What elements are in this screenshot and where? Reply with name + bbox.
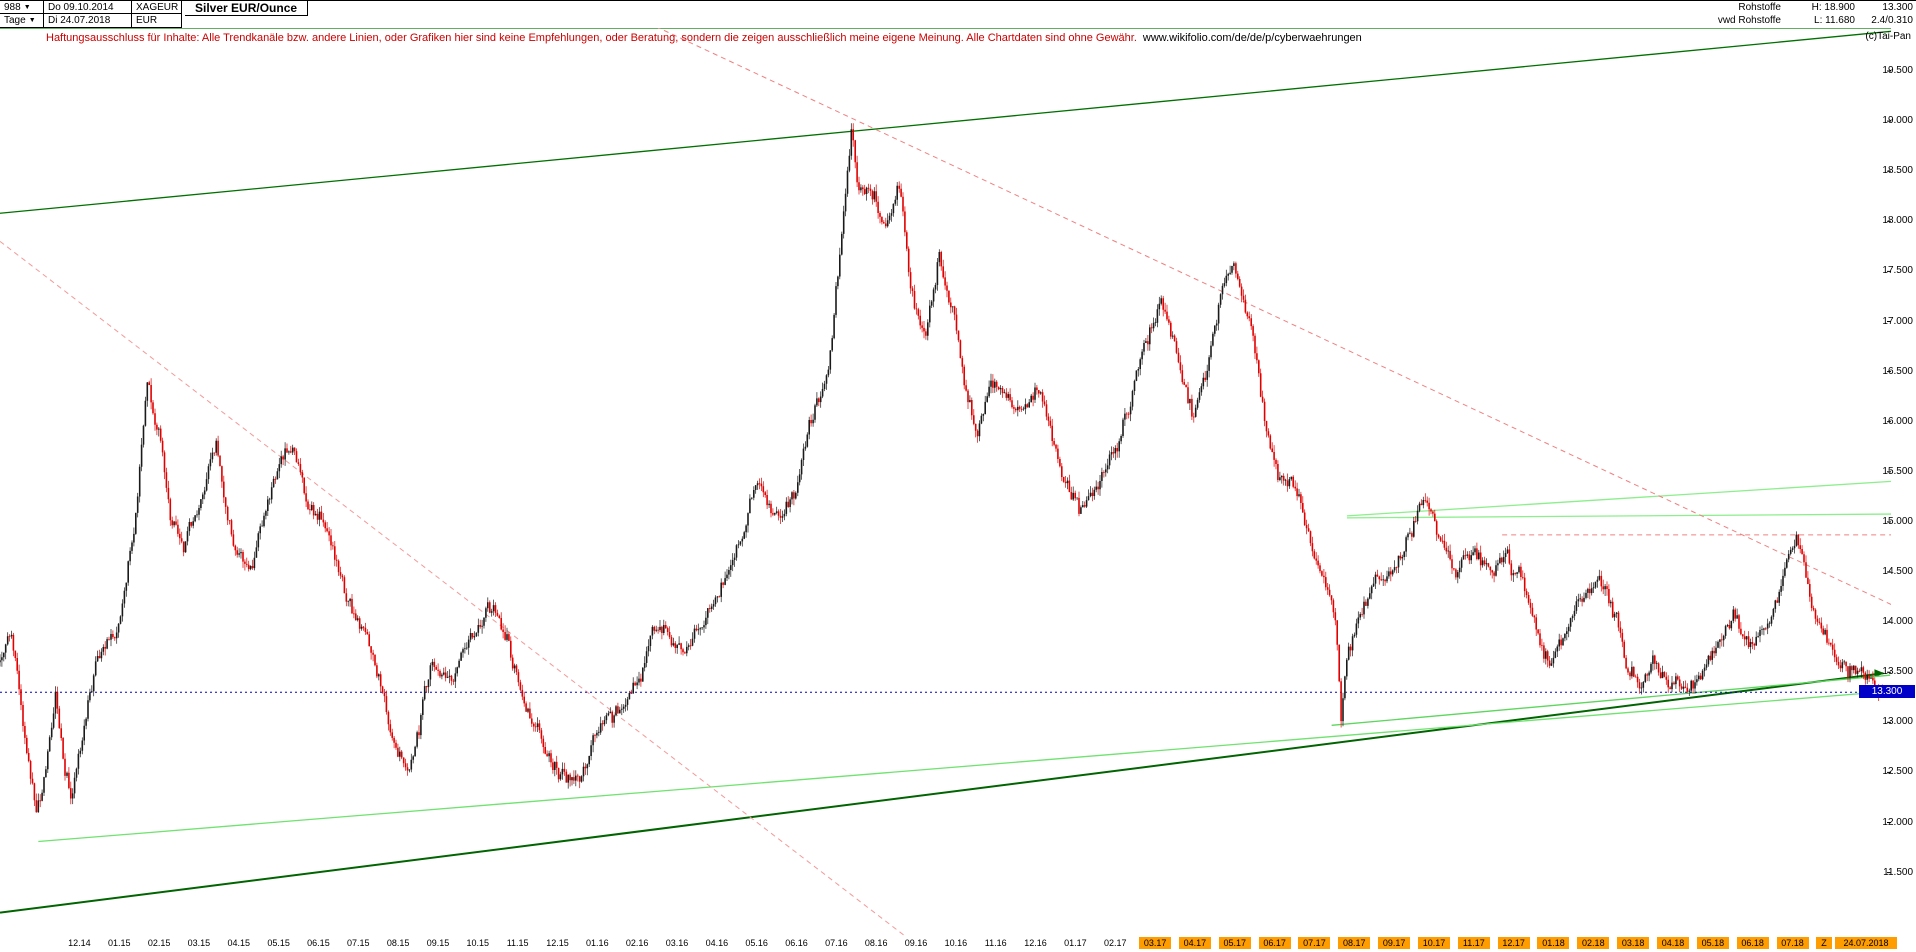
disclaimer-url[interactable]: www.wikifolio.com/de/de/p/cyberwaehrunge… (1142, 32, 1362, 44)
x-axis-label: 01.17 (1064, 938, 1087, 948)
x-axis-label: 03.18 (1617, 937, 1650, 949)
x-axis-label: 12.15 (546, 938, 569, 948)
quote-info-row-1: Rohstoffe H: 18.900 13.300 (1661, 1, 1913, 14)
bars-count-dropdown[interactable]: 988 ▼ (0, 1, 44, 14)
x-axis-label: 06.18 (1736, 937, 1769, 949)
x-axis-label: 05.16 (745, 938, 768, 948)
x-axis-end-date-label: 24.07.2018 (1835, 937, 1897, 949)
trendline-support-lightgreen-recent[interactable] (1331, 674, 1891, 726)
x-axis-label: 11.15 (506, 938, 529, 948)
x-axis-label: 05.15 (267, 938, 290, 948)
quote-info: Rohstoffe H: 18.900 13.300 vwd Rohstoffe… (1661, 1, 1913, 27)
x-axis-label: 07.16 (825, 938, 848, 948)
trendline-arrow-icon (1874, 669, 1885, 678)
trendline-downtrend-dashed-major[interactable] (599, 28, 1916, 616)
trendline-channel-top-rising[interactable] (0, 29, 1916, 214)
x-axis-label: 11.17 (1457, 937, 1490, 949)
trendline-support-lightgreen-long[interactable] (38, 690, 1891, 843)
x-axis-label: 06.16 (785, 938, 808, 948)
x-axis: 12.14 01.15 02.15 03.15 04.15 05.15 06.15 07.15… (0, 936, 1916, 952)
bars-count-value: 988 (4, 2, 21, 13)
x-axis-label: 04.18 (1657, 937, 1689, 949)
trendline-downtrend-dashed-steep[interactable] (0, 240, 1188, 952)
feed-name: Rohstoffe (1738, 2, 1781, 13)
x-axis-label: 05.17 (1218, 937, 1251, 949)
chart-region: Haftungsausschluss für Inhalte: Alle Tre… (0, 28, 1916, 952)
end-date-field[interactable]: Di 24.07.2018 (44, 14, 132, 27)
x-axis-label: 10.17 (1417, 937, 1450, 949)
x-axis-label: 03.16 (665, 938, 689, 948)
x-axis-label: 08.17 (1338, 937, 1371, 949)
period-selector-block: 988 ▼ Do 09.10.2014 XAGEUR Tage ▼ Di 24.07… (0, 1, 182, 28)
x-axis-label: 01.15 (107, 938, 131, 948)
x-axis-label: 01.16 (586, 938, 609, 948)
x-axis-label: 05.18 (1696, 937, 1729, 949)
x-axis-label: 10.16 (944, 938, 968, 948)
disclaimer-body: Haftungsausschluss für Inhalte: Alle Tre… (46, 32, 1137, 44)
x-axis-label: 11.16 (984, 938, 1007, 948)
x-axis-label: 08.16 (864, 938, 888, 948)
x-axis-label: 03.15 (187, 938, 211, 948)
x-axis-label: 07.15 (347, 938, 370, 948)
x-axis-label: 09.17 (1378, 937, 1411, 949)
timeframe-dropdown[interactable]: Tage ▼ (0, 14, 44, 27)
x-axis-label: 07.18 (1776, 937, 1809, 949)
currency-label: EUR (132, 14, 182, 27)
trendline-resistance-lightgreen-flat[interactable] (1346, 513, 1916, 519)
x-axis-label: 06.15 (307, 938, 330, 948)
start-date-field[interactable]: Do 09.10.2014 (44, 1, 132, 14)
x-axis-label: 02.17 (1103, 938, 1127, 948)
x-axis-label: 04.17 (1178, 937, 1211, 949)
x-axis-label: 02.18 (1577, 937, 1610, 949)
timeframe-value: Tage (4, 15, 26, 26)
dropdown-arrow-icon: ▼ (28, 17, 36, 24)
x-axis-label: 04.15 (227, 938, 251, 948)
last-price: 13.300 (1882, 2, 1913, 13)
x-axis-label: 09.16 (904, 938, 928, 948)
low-value: L: 11.680 (1814, 15, 1855, 26)
toolbar: 988 ▼ Do 09.10.2014 XAGEUR Tage ▼ Di 24.07… (0, 0, 1916, 28)
x-axis-label: 08.15 (386, 938, 410, 948)
x-axis-label: 06.17 (1258, 937, 1291, 949)
candles-down-bodies (8, 129, 1888, 813)
high-value: H: 18.900 (1811, 2, 1855, 13)
feed-name-2: vwd Rohstoffe (1717, 15, 1781, 26)
x-axis-label: 07.17 (1298, 937, 1331, 949)
quote-info-row-2: vwd Rohstoffe L: 11.680 2.4/0.310 (1661, 14, 1913, 27)
x-axis-z-label: Z (1816, 937, 1832, 949)
copyright-label: (c)Tai-Pan (1865, 31, 1911, 42)
change-value: 2.4/0.310 (1871, 15, 1913, 26)
x-axis-label: 02.15 (147, 938, 171, 948)
x-axis-label: 04.16 (705, 938, 729, 948)
x-axis-label: 03.17 (1139, 937, 1172, 949)
x-axis-label: 02.16 (625, 938, 649, 948)
symbol-label: XAGEUR (132, 1, 182, 14)
x-axis-label: 10.15 (466, 938, 490, 948)
disclaimer-text: Haftungsausschluss für Inhalte: Alle Tre… (46, 32, 1362, 44)
x-axis-label: 12.14 (68, 938, 91, 948)
x-axis-label: 09.15 (426, 938, 450, 948)
chart-title: Silver EUR/Ounce (185, 1, 309, 16)
trendline-channel-bottom-rising[interactable] (0, 672, 1884, 914)
x-axis-label: 01.18 (1537, 937, 1570, 949)
x-axis-label: 12.17 (1497, 937, 1530, 949)
dropdown-arrow-icon: ▼ (23, 4, 31, 11)
chart-canvas[interactable] (0, 28, 1916, 952)
x-axis-label: 12.16 (1024, 938, 1047, 948)
trendline-resistance-lightgreen-rising[interactable] (1346, 480, 1916, 517)
candles-up-bodies (0, 129, 1889, 813)
